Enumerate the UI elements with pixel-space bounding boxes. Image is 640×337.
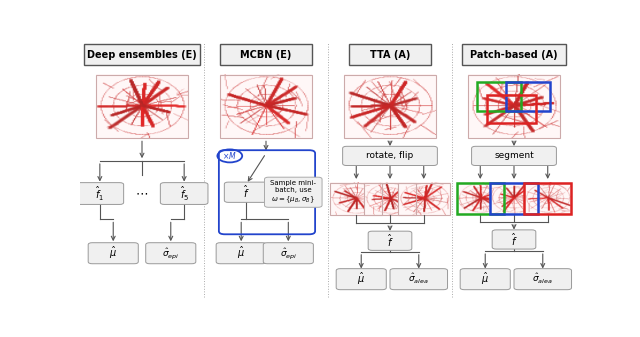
Text: $\hat{\sigma}_{epi}$: $\hat{\sigma}_{epi}$ <box>280 246 297 261</box>
Text: $\hat{f}$: $\hat{f}$ <box>511 232 517 248</box>
Bar <box>220 75 312 139</box>
Text: Sample mini-
batch, use
$\omega=\{\mu_B,\sigma_B\}$: Sample mini- batch, use $\omega=\{\mu_B,… <box>270 180 316 205</box>
Text: $\hat{f}$: $\hat{f}$ <box>243 184 250 201</box>
Text: $\cdots$: $\cdots$ <box>136 186 148 200</box>
Text: $\hat{\mu}$: $\hat{\mu}$ <box>481 271 489 287</box>
Text: Deep ensembles (E): Deep ensembles (E) <box>87 50 197 60</box>
Text: $\hat{f}_5$: $\hat{f}_5$ <box>179 185 189 203</box>
Bar <box>344 75 436 139</box>
Text: segment: segment <box>494 151 534 160</box>
Text: MCBN (E): MCBN (E) <box>240 50 292 60</box>
FancyBboxPatch shape <box>390 269 447 290</box>
FancyBboxPatch shape <box>514 269 572 290</box>
Bar <box>490 183 538 214</box>
Text: $\hat{\mu}$: $\hat{\mu}$ <box>109 245 117 261</box>
Text: $\hat{f}$: $\hat{f}$ <box>387 233 394 249</box>
FancyBboxPatch shape <box>336 269 387 290</box>
FancyBboxPatch shape <box>263 243 314 264</box>
Bar <box>96 75 188 139</box>
FancyBboxPatch shape <box>146 243 196 264</box>
Text: $\times M$: $\times M$ <box>223 150 237 161</box>
Text: $\hat{f}_1$: $\hat{f}_1$ <box>95 185 104 203</box>
Text: TTA (A): TTA (A) <box>370 50 410 60</box>
FancyBboxPatch shape <box>225 182 268 202</box>
Text: Patch-based (A): Patch-based (A) <box>470 50 558 60</box>
FancyBboxPatch shape <box>368 231 412 250</box>
Text: $\hat{\sigma}_{epi}$: $\hat{\sigma}_{epi}$ <box>162 246 179 261</box>
FancyBboxPatch shape <box>460 269 510 290</box>
Text: $\hat{\mu}$: $\hat{\mu}$ <box>237 245 245 261</box>
Text: $\hat{\mu}$: $\hat{\mu}$ <box>357 271 365 287</box>
Bar <box>506 82 550 111</box>
Bar <box>457 183 504 214</box>
FancyBboxPatch shape <box>349 44 431 65</box>
FancyBboxPatch shape <box>264 177 322 207</box>
Bar <box>468 75 560 139</box>
Bar <box>524 183 572 214</box>
Bar <box>364 183 416 215</box>
Text: $\hat{\sigma}_{alea}$: $\hat{\sigma}_{alea}$ <box>532 272 553 286</box>
Bar <box>490 183 538 214</box>
Bar <box>487 95 536 123</box>
Bar <box>457 183 504 214</box>
FancyBboxPatch shape <box>462 44 566 65</box>
FancyBboxPatch shape <box>342 146 437 165</box>
FancyBboxPatch shape <box>216 243 266 264</box>
FancyBboxPatch shape <box>492 230 536 249</box>
FancyBboxPatch shape <box>76 183 124 205</box>
Text: rotate, flip: rotate, flip <box>366 151 413 160</box>
Bar <box>477 82 521 111</box>
Bar <box>397 183 450 215</box>
Text: $\hat{\sigma}_{alea}$: $\hat{\sigma}_{alea}$ <box>408 272 429 286</box>
FancyBboxPatch shape <box>88 243 138 264</box>
FancyBboxPatch shape <box>84 44 200 65</box>
FancyBboxPatch shape <box>161 183 208 205</box>
Bar <box>330 183 382 215</box>
Bar <box>524 183 572 214</box>
FancyBboxPatch shape <box>220 44 312 65</box>
FancyBboxPatch shape <box>472 146 556 165</box>
